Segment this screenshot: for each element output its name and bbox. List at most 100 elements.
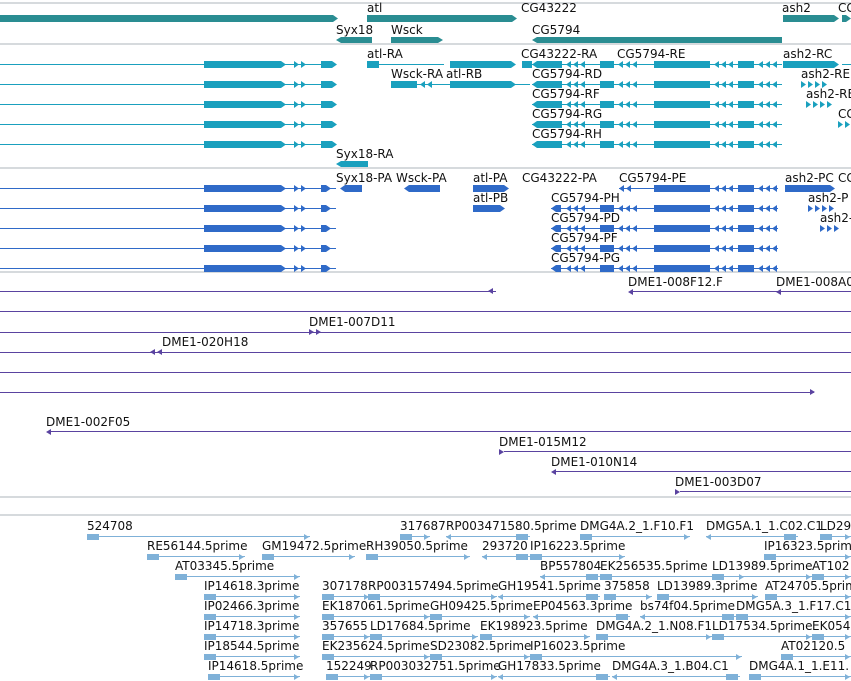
est-label[interactable]: DMG4A.3_1.B04.C1 <box>612 659 729 673</box>
est-block[interactable] <box>87 534 99 540</box>
transcript-label[interactable]: ash2-RE <box>801 67 850 81</box>
protein-segment[interactable] <box>204 265 270 272</box>
protein-segment[interactable] <box>204 185 270 192</box>
clone-label[interactable]: DME1-010N14 <box>551 455 637 469</box>
clone-label[interactable]: DME1-007D11 <box>309 315 396 329</box>
transcript-exon[interactable] <box>321 141 337 148</box>
transcript-exon[interactable] <box>654 141 710 148</box>
est-label[interactable]: IP14718.3prime <box>204 619 299 633</box>
est-block[interactable] <box>366 554 378 560</box>
est-block[interactable] <box>530 654 542 660</box>
gene-label[interactable]: CG43222 <box>521 1 577 15</box>
transcript-exon[interactable] <box>204 121 270 128</box>
transcript-label[interactable]: ash2-RC <box>783 47 832 61</box>
est-block[interactable] <box>600 574 612 580</box>
est-label[interactable]: bs74f04.5prime <box>640 599 735 613</box>
clone-label[interactable]: DME1-020H18 <box>162 335 248 349</box>
est-block[interactable] <box>781 654 793 660</box>
transcript-exon[interactable] <box>498 81 516 88</box>
clone-label[interactable]: DME1-015M12 <box>499 435 587 449</box>
protein-label[interactable]: CG43222-PA <box>522 171 598 185</box>
est-block[interactable] <box>784 534 796 540</box>
transcript-exon[interactable] <box>204 81 270 88</box>
est-label[interactable]: IP02466.3prime <box>204 599 299 613</box>
est-block[interactable] <box>616 614 628 620</box>
protein-segment[interactable] <box>654 205 710 212</box>
est-label[interactable]: 375858 <box>604 579 650 593</box>
est-block[interactable] <box>430 614 442 620</box>
est-label[interactable]: IP14618.5prime <box>208 659 303 673</box>
est-label[interactable]: GH09425.5prime <box>430 599 533 613</box>
est-block[interactable] <box>430 654 442 660</box>
transcript-exon[interactable] <box>321 101 337 108</box>
est-block[interactable] <box>580 534 592 540</box>
est-block[interactable] <box>204 614 216 620</box>
protein-label[interactable]: ash2-P <box>808 191 848 205</box>
protein-segment[interactable] <box>270 205 286 212</box>
est-block[interactable] <box>765 594 777 600</box>
transcript-exon[interactable] <box>204 141 270 148</box>
gene-feature[interactable] <box>783 15 839 22</box>
est-label[interactable]: LD29 <box>820 519 851 533</box>
transcript-exon[interactable] <box>270 81 286 88</box>
clone-label[interactable]: DME1-008F12.F <box>628 275 723 289</box>
est-block[interactable] <box>596 634 608 640</box>
transcript-exon[interactable] <box>498 61 516 68</box>
est-label[interactable]: 357655 <box>322 619 368 633</box>
est-block[interactable] <box>175 574 187 580</box>
protein-segment[interactable] <box>473 185 509 192</box>
est-block[interactable] <box>596 674 608 680</box>
transcript-exon[interactable] <box>522 61 532 68</box>
transcript-exon[interactable] <box>654 81 710 88</box>
est-block[interactable] <box>322 614 334 620</box>
transcript-exon[interactable] <box>783 61 839 68</box>
est-label[interactable]: GH17833.5prime <box>498 659 601 673</box>
transcript-label[interactable]: ash2-RB <box>806 87 851 101</box>
transcript-exon[interactable] <box>270 121 286 128</box>
transcript-label[interactable]: CG5794-RF <box>532 87 600 101</box>
protein-label[interactable]: ash2- <box>820 211 851 225</box>
transcript-exon[interactable] <box>532 61 562 68</box>
transcript-exon[interactable] <box>204 61 270 68</box>
transcript-exon[interactable] <box>391 81 417 88</box>
est-label[interactable]: GM19472.5prime <box>262 539 366 553</box>
est-block[interactable] <box>370 674 382 680</box>
protein-label[interactable]: ash2-PC <box>785 171 834 185</box>
protein-segment[interactable] <box>340 185 362 192</box>
est-label[interactable]: IP16323.5prime <box>764 539 851 553</box>
protein-segment[interactable] <box>404 185 440 192</box>
gene-label[interactable]: ash2 <box>782 1 811 15</box>
protein-segment[interactable] <box>738 225 754 232</box>
est-label[interactable]: DMG4A.1_1.E11. <box>749 659 849 673</box>
protein-label[interactable]: Wsck-PA <box>396 171 447 185</box>
est-block[interactable] <box>262 554 274 560</box>
est-label[interactable]: LD13989.5prime <box>712 559 813 573</box>
protein-label[interactable]: CG <box>838 171 851 185</box>
est-label[interactable]: 152249 <box>326 659 372 673</box>
transcript-exon[interactable] <box>654 61 710 68</box>
transcript-exon[interactable] <box>321 61 337 68</box>
protein-segment[interactable] <box>321 245 331 252</box>
est-label[interactable]: EK235624.5prime <box>322 639 430 653</box>
transcript-exon[interactable] <box>367 61 379 68</box>
transcript-exon[interactable] <box>600 81 614 88</box>
clone-label[interactable]: DME1-008A0 <box>776 275 851 289</box>
transcript-label[interactable]: CG5794-RG <box>532 107 602 121</box>
transcript-exon[interactable] <box>654 101 710 108</box>
transcript-exon[interactable] <box>450 81 498 88</box>
est-label[interactable]: RH39050.5prime <box>366 539 468 553</box>
est-block[interactable] <box>764 554 776 560</box>
est-label[interactable]: LD17684.5prime <box>370 619 471 633</box>
transcript-exon[interactable] <box>600 121 614 128</box>
est-label[interactable]: RP003157494.5prime <box>368 579 499 593</box>
est-block[interactable] <box>204 634 216 640</box>
est-label[interactable]: EK054 <box>812 619 850 633</box>
est-block[interactable] <box>722 614 734 620</box>
protein-label[interactable]: atl-PA <box>473 171 508 185</box>
transcript-label[interactable]: CG43222-RA <box>521 47 598 61</box>
protein-segment[interactable] <box>270 265 286 272</box>
protein-segment[interactable] <box>654 245 710 252</box>
transcript-label[interactable]: atl-RA <box>367 47 404 61</box>
protein-segment[interactable] <box>321 225 331 232</box>
protein-label[interactable]: CG5794-PH <box>551 191 620 205</box>
